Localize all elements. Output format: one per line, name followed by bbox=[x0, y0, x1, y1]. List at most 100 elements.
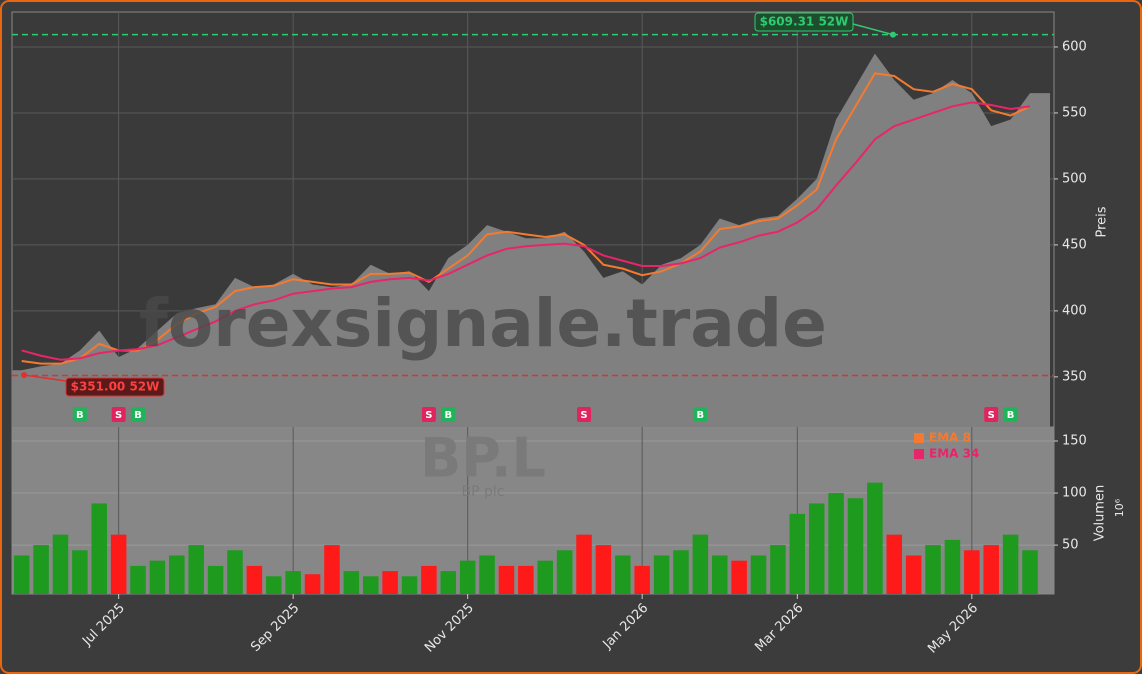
y-axis-label: Preis bbox=[1095, 206, 1110, 237]
high-arrow-head bbox=[890, 31, 896, 38]
volume-bar bbox=[13, 555, 30, 594]
y-tick-label: 500 bbox=[1062, 171, 1087, 186]
volume-bar bbox=[944, 539, 961, 594]
y-tick-label: 350 bbox=[1062, 369, 1087, 384]
volume-bar bbox=[227, 550, 243, 594]
volume-bar bbox=[847, 498, 864, 594]
volume-bar bbox=[1022, 550, 1038, 594]
volume-bar bbox=[615, 555, 631, 594]
high-label: $609.31 52W bbox=[760, 15, 849, 29]
ema-line bbox=[21, 72, 1031, 365]
volume-bar bbox=[343, 571, 360, 594]
volume-bar bbox=[72, 550, 88, 594]
volume-bar bbox=[1002, 534, 1019, 594]
volume-bar bbox=[867, 482, 883, 594]
legend-swatch bbox=[914, 433, 924, 443]
signal-badge bbox=[693, 407, 708, 422]
volume-bar bbox=[91, 503, 108, 594]
volume-bar bbox=[692, 534, 709, 594]
signal-label: S bbox=[580, 410, 587, 421]
signal-label: B bbox=[1007, 410, 1015, 421]
y-tick-label: 400 bbox=[1062, 303, 1087, 318]
symbol-watermark: BP.L bbox=[420, 427, 546, 490]
y2-axis-unit: 10⁶ bbox=[1113, 498, 1126, 517]
volume-bar bbox=[886, 534, 903, 594]
low-label-box bbox=[65, 377, 165, 397]
y2-tick-label: 50 bbox=[1062, 538, 1079, 553]
signal-label: S bbox=[115, 410, 122, 421]
low-arrow bbox=[23, 374, 67, 382]
company-watermark: BP plc bbox=[462, 484, 505, 500]
legend-swatch bbox=[914, 449, 924, 459]
watermark: forexsignale.trade bbox=[139, 285, 827, 362]
close-area bbox=[12, 53, 1050, 427]
volume-bar bbox=[653, 555, 670, 594]
volume-bar bbox=[246, 565, 263, 594]
volume-bar bbox=[266, 576, 282, 594]
volume-bar bbox=[362, 576, 379, 594]
y2-tick-label: 100 bbox=[1062, 486, 1087, 501]
volume-bar bbox=[421, 565, 437, 594]
volume-bar bbox=[324, 545, 340, 594]
volume-bar bbox=[149, 560, 166, 594]
volume-bar bbox=[498, 565, 515, 594]
volume-bar bbox=[964, 550, 980, 594]
signal-label: B bbox=[444, 410, 452, 421]
volume-bar bbox=[401, 576, 418, 594]
signal-badge bbox=[421, 407, 436, 422]
volume-bar bbox=[556, 550, 573, 594]
low-arrow-head bbox=[21, 372, 27, 378]
y-tick-label: 600 bbox=[1062, 39, 1087, 54]
signal-label: S bbox=[425, 410, 432, 421]
low-label: $351.00 52W bbox=[71, 380, 160, 394]
volume-bar bbox=[207, 565, 224, 594]
legend-label: EMA 8 bbox=[929, 431, 971, 445]
volume-bar bbox=[711, 555, 728, 594]
signal-badge bbox=[72, 407, 87, 422]
high-arrow bbox=[852, 23, 894, 36]
volume-bar bbox=[285, 571, 301, 594]
volume-bar bbox=[52, 534, 69, 594]
signal-badge bbox=[111, 407, 126, 422]
volume-bar bbox=[595, 545, 612, 594]
volume-bar bbox=[459, 560, 476, 594]
signal-badge bbox=[131, 407, 146, 422]
volume-bar bbox=[33, 545, 49, 594]
volume-bar bbox=[518, 565, 534, 594]
y2-axis-label: Volumen bbox=[1093, 485, 1108, 542]
ema-line bbox=[21, 101, 1031, 361]
signal-badge bbox=[1003, 407, 1018, 422]
volume-bar bbox=[304, 574, 321, 594]
high-label-box bbox=[754, 12, 854, 32]
signal-badge bbox=[577, 407, 592, 422]
volume-bar bbox=[808, 503, 825, 594]
signal-label: B bbox=[697, 410, 705, 421]
volume-bar bbox=[983, 545, 999, 594]
volume-bar bbox=[925, 545, 941, 594]
volume-bar bbox=[731, 560, 747, 594]
volume-bar bbox=[634, 565, 650, 594]
signal-label: B bbox=[134, 410, 142, 421]
volume-bar bbox=[905, 555, 922, 594]
volume-bar bbox=[188, 545, 204, 594]
legend-label: EMA 34 bbox=[929, 447, 979, 461]
volume-bar bbox=[789, 513, 806, 594]
signal-badge bbox=[441, 407, 456, 422]
volume-bar bbox=[828, 493, 844, 594]
volume-bar bbox=[110, 534, 127, 594]
volume-bar bbox=[537, 560, 553, 594]
volume-bar bbox=[440, 571, 457, 594]
volume-bar bbox=[576, 534, 592, 594]
volume-bar bbox=[750, 555, 767, 594]
signal-badge bbox=[984, 407, 999, 422]
volume-bar bbox=[130, 565, 146, 594]
signal-label: B bbox=[76, 410, 84, 421]
volume-bar bbox=[382, 571, 398, 594]
volume-bar bbox=[673, 550, 689, 594]
y-tick-label: 450 bbox=[1062, 237, 1087, 252]
volume-bar bbox=[169, 555, 185, 594]
volume-bar bbox=[479, 555, 495, 594]
y-tick-label: 550 bbox=[1062, 105, 1087, 120]
volume-bar bbox=[770, 545, 786, 594]
